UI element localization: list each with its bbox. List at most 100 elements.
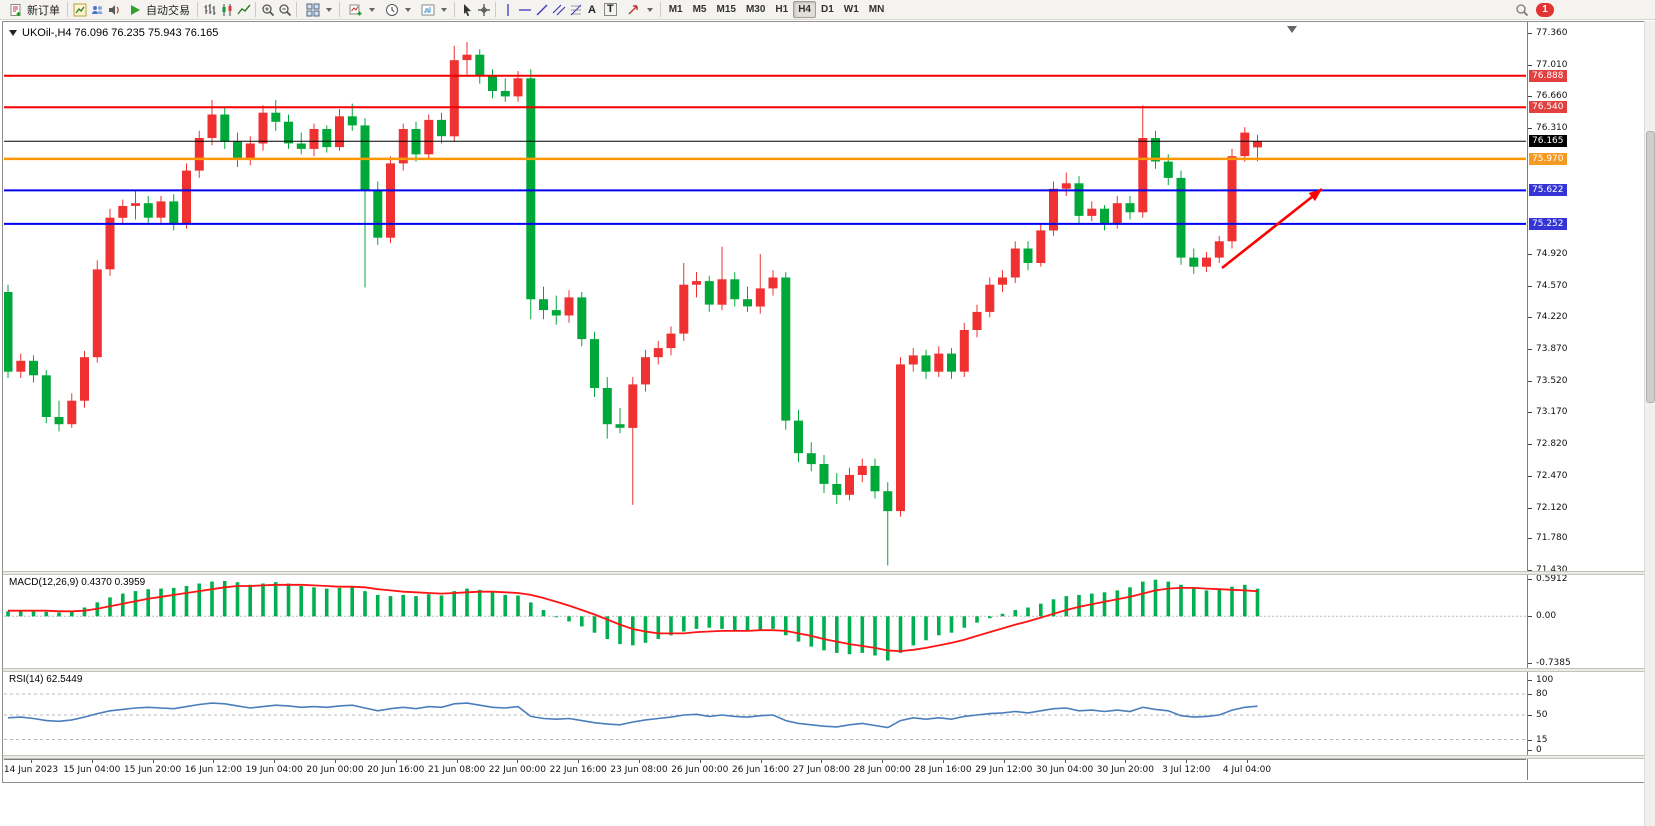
period-button[interactable] (379, 1, 415, 18)
trend-arrow[interactable] (1221, 187, 1323, 270)
candle-body (475, 54, 485, 77)
timeframe-button-m30[interactable]: M30 (741, 1, 770, 18)
scrollbar-thumb[interactable] (1646, 131, 1655, 403)
macd-histogram-bar (988, 616, 992, 619)
candle-body (1112, 203, 1122, 224)
notification-badge[interactable]: 1 (1536, 2, 1554, 17)
timeframe-button-m5[interactable]: M5 (688, 1, 712, 18)
equidistant-channel-icon[interactable] (550, 2, 567, 17)
zoom-in-icon[interactable] (259, 2, 276, 17)
timeframe-button-mn[interactable]: MN (864, 1, 890, 18)
time-axis-label: 26 Jun 00:00 (671, 765, 729, 775)
candlestick-chart-icon[interactable] (218, 2, 235, 17)
fibonacci-icon[interactable] (567, 2, 584, 17)
time-axis-label: 19 Jun 04:00 (245, 765, 303, 775)
auto-trading-label: 自动交易 (146, 4, 190, 17)
candlestick-chart[interactable] (4, 24, 1526, 571)
axis-tick-label: 71.430 (1536, 565, 1568, 575)
timeframe-button-m1[interactable]: M1 (664, 1, 688, 18)
axis-tick-label: 74.920 (1536, 248, 1568, 259)
timeframe-button-m15[interactable]: M15 (712, 1, 741, 18)
sound-icon[interactable] (105, 2, 122, 17)
macd-histogram-bar (618, 616, 622, 645)
arrows-tool-button[interactable] (621, 1, 657, 18)
search-icon[interactable] (1513, 2, 1530, 17)
candle-body (424, 119, 434, 155)
ohlc-bars-icon[interactable] (201, 2, 218, 17)
axis-tick-mark (1528, 739, 1532, 741)
axis-tick-label: 0.5912 (1536, 574, 1568, 584)
time-axis-label: 15 Jun 20:00 (124, 765, 182, 775)
crosshair-icon[interactable] (475, 2, 492, 17)
timeframe-button-h1[interactable]: H1 (770, 1, 793, 18)
candle-body (921, 355, 931, 372)
charts-icon[interactable] (71, 2, 88, 17)
rsi-chart[interactable] (4, 672, 1526, 755)
timeframe-button-h4[interactable]: H4 (793, 1, 816, 18)
candle-body (1240, 132, 1250, 157)
rsi-panel[interactable]: RSI(14) 62.5449 (4, 672, 1526, 755)
tile-windows-icon (304, 2, 321, 17)
candle-body (781, 277, 791, 421)
candle-body (1163, 161, 1173, 178)
time-axis[interactable]: 14 Jun 2023 15 Jun 04:00 15 Jun 20:00 16 Ju… (4, 759, 1526, 780)
timeframe-button-w1[interactable]: W1 (839, 1, 864, 18)
templates-button[interactable] (415, 1, 451, 18)
candle-body (1202, 257, 1211, 267)
macd-histogram-bar (261, 583, 265, 617)
axis-tick-mark (1528, 616, 1532, 618)
macd-histogram-bar (682, 616, 686, 632)
axis-tick-label: 0.00 (1536, 611, 1557, 622)
auto-trading-button[interactable]: 自动交易 (122, 1, 194, 18)
clock-icon (383, 2, 400, 17)
tile-windows-button[interactable] (300, 1, 336, 18)
time-tick-mark (639, 760, 640, 763)
panel-splitter[interactable] (3, 668, 1645, 672)
macd-panel[interactable]: MACD(12,26,9) 0.4370 0.3959 (4, 575, 1526, 668)
line-chart-icon[interactable] (235, 2, 252, 17)
axis-tick-mark (1528, 750, 1532, 751)
price-scale[interactable]: 77.360 77.010 76.660 76.310 74.920 74.570 74.2… (1527, 22, 1584, 780)
macd-histogram-bar (911, 616, 916, 646)
candle-body (615, 424, 625, 428)
macd-histogram-bar (1000, 613, 1005, 617)
macd-chart[interactable] (4, 575, 1526, 668)
main-chart-panel[interactable]: UKOil-,H4 76.096 76.235 75.943 76.165 (4, 24, 1526, 571)
macd-histogram-bar (222, 581, 227, 617)
candle-body (1125, 203, 1135, 213)
chart-shift-marker[interactable] (1287, 26, 1297, 33)
macd-histogram-bar (452, 591, 456, 617)
panel-splitter[interactable] (3, 755, 1645, 759)
macd-histogram-bar (1230, 586, 1234, 617)
candle-body (870, 465, 880, 492)
panel-splitter[interactable] (3, 571, 1645, 575)
time-tick-mark (1247, 760, 1248, 763)
macd-histogram-bar (70, 610, 74, 617)
candle-body (845, 474, 854, 495)
time-axis-label: 22 Jun 00:00 (488, 765, 546, 775)
candle-body (717, 279, 727, 305)
text-label-tool-button[interactable]: T (600, 1, 621, 18)
time-tick-mark (335, 760, 336, 763)
candle-body (1214, 241, 1224, 258)
macd-histogram-bar (1166, 581, 1171, 617)
chevron-down-icon (405, 7, 411, 12)
profiles-icon[interactable] (88, 2, 105, 17)
zoom-out-icon[interactable] (276, 2, 293, 17)
add-indicator-button[interactable] (343, 1, 379, 18)
candle-body (513, 78, 523, 97)
text-tool-button[interactable]: A (584, 1, 600, 18)
vertical-line-icon[interactable] (499, 2, 516, 17)
cursor-icon[interactable] (458, 2, 475, 17)
macd-histogram-bar (643, 616, 648, 643)
vertical-scrollbar[interactable] (1644, 21, 1655, 826)
new-order-button[interactable]: 新订单 (3, 1, 64, 18)
axis-tick-label: -0.7385 (1536, 658, 1571, 668)
candle-body (551, 310, 561, 316)
horizontal-line-icon[interactable] (516, 2, 533, 17)
axis-tick-label: 72.820 (1536, 439, 1568, 450)
trendline-icon[interactable] (533, 2, 550, 17)
timeframe-button-d1[interactable]: D1 (816, 1, 839, 18)
candle-body (169, 201, 179, 224)
price-tag: 75.622 (1529, 184, 1567, 197)
